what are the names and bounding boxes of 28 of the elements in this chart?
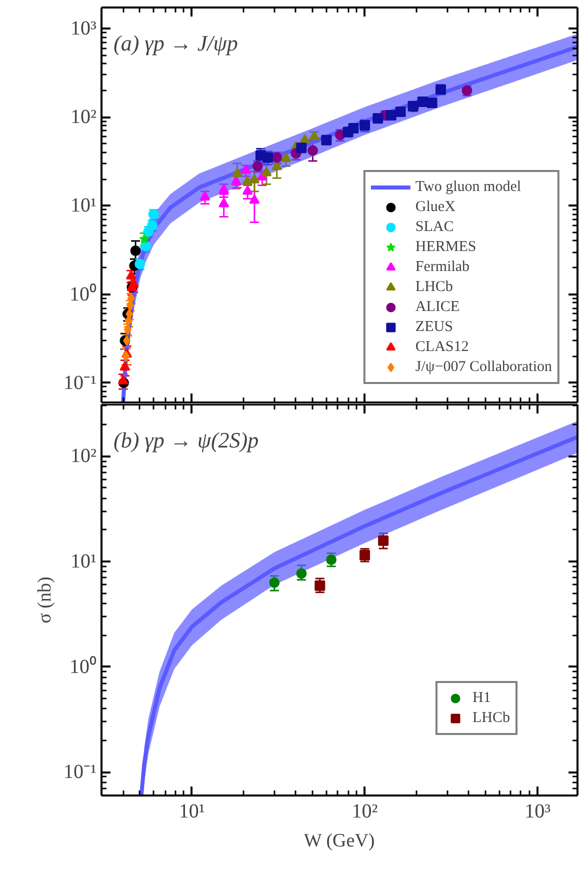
legend-label: GlueX [415,198,456,216]
legend-label: CLAS12 [415,338,469,356]
legend-label: ALICE [415,298,460,316]
x-tick-label: 10² [352,800,378,822]
y-tick-label: 10¹ [70,550,97,573]
legend-label: Two gluon model [415,178,522,196]
y-tick-label: 10⁻¹ [64,372,97,394]
legend-label: LHCb [472,710,510,726]
y-tick-label: 10⁰ [70,282,96,306]
y-axis-title: σ (nb) [34,576,56,624]
x-tick-label: 10¹ [178,800,205,822]
y-tick-label: 10⁰ [70,654,96,678]
annotation: (a) γp → J/ψp [114,30,238,56]
legend-label: HERMES [415,238,476,256]
annotation: (b) γp → ψ(2S)p [114,428,259,452]
y-tick-label: 10⁻¹ [64,761,97,784]
y-tick-label: 10² [70,445,97,468]
y-tick-label: 10² [70,106,97,128]
x-axis-title: W (GeV) [304,830,375,852]
legend-label: SLAC [415,218,454,236]
legend-label: H1 [472,690,492,706]
y-tick-label: 10¹ [70,194,97,217]
legend-label: Fermilab [415,258,470,276]
legend-label: J/ψ−007 Collaboration [415,358,552,376]
legend-label: LHCb [415,278,453,296]
y-tick-label: 10³ [70,18,97,40]
legend-label: ZEUS [415,318,453,336]
x-tick-label: 10³ [524,800,551,822]
